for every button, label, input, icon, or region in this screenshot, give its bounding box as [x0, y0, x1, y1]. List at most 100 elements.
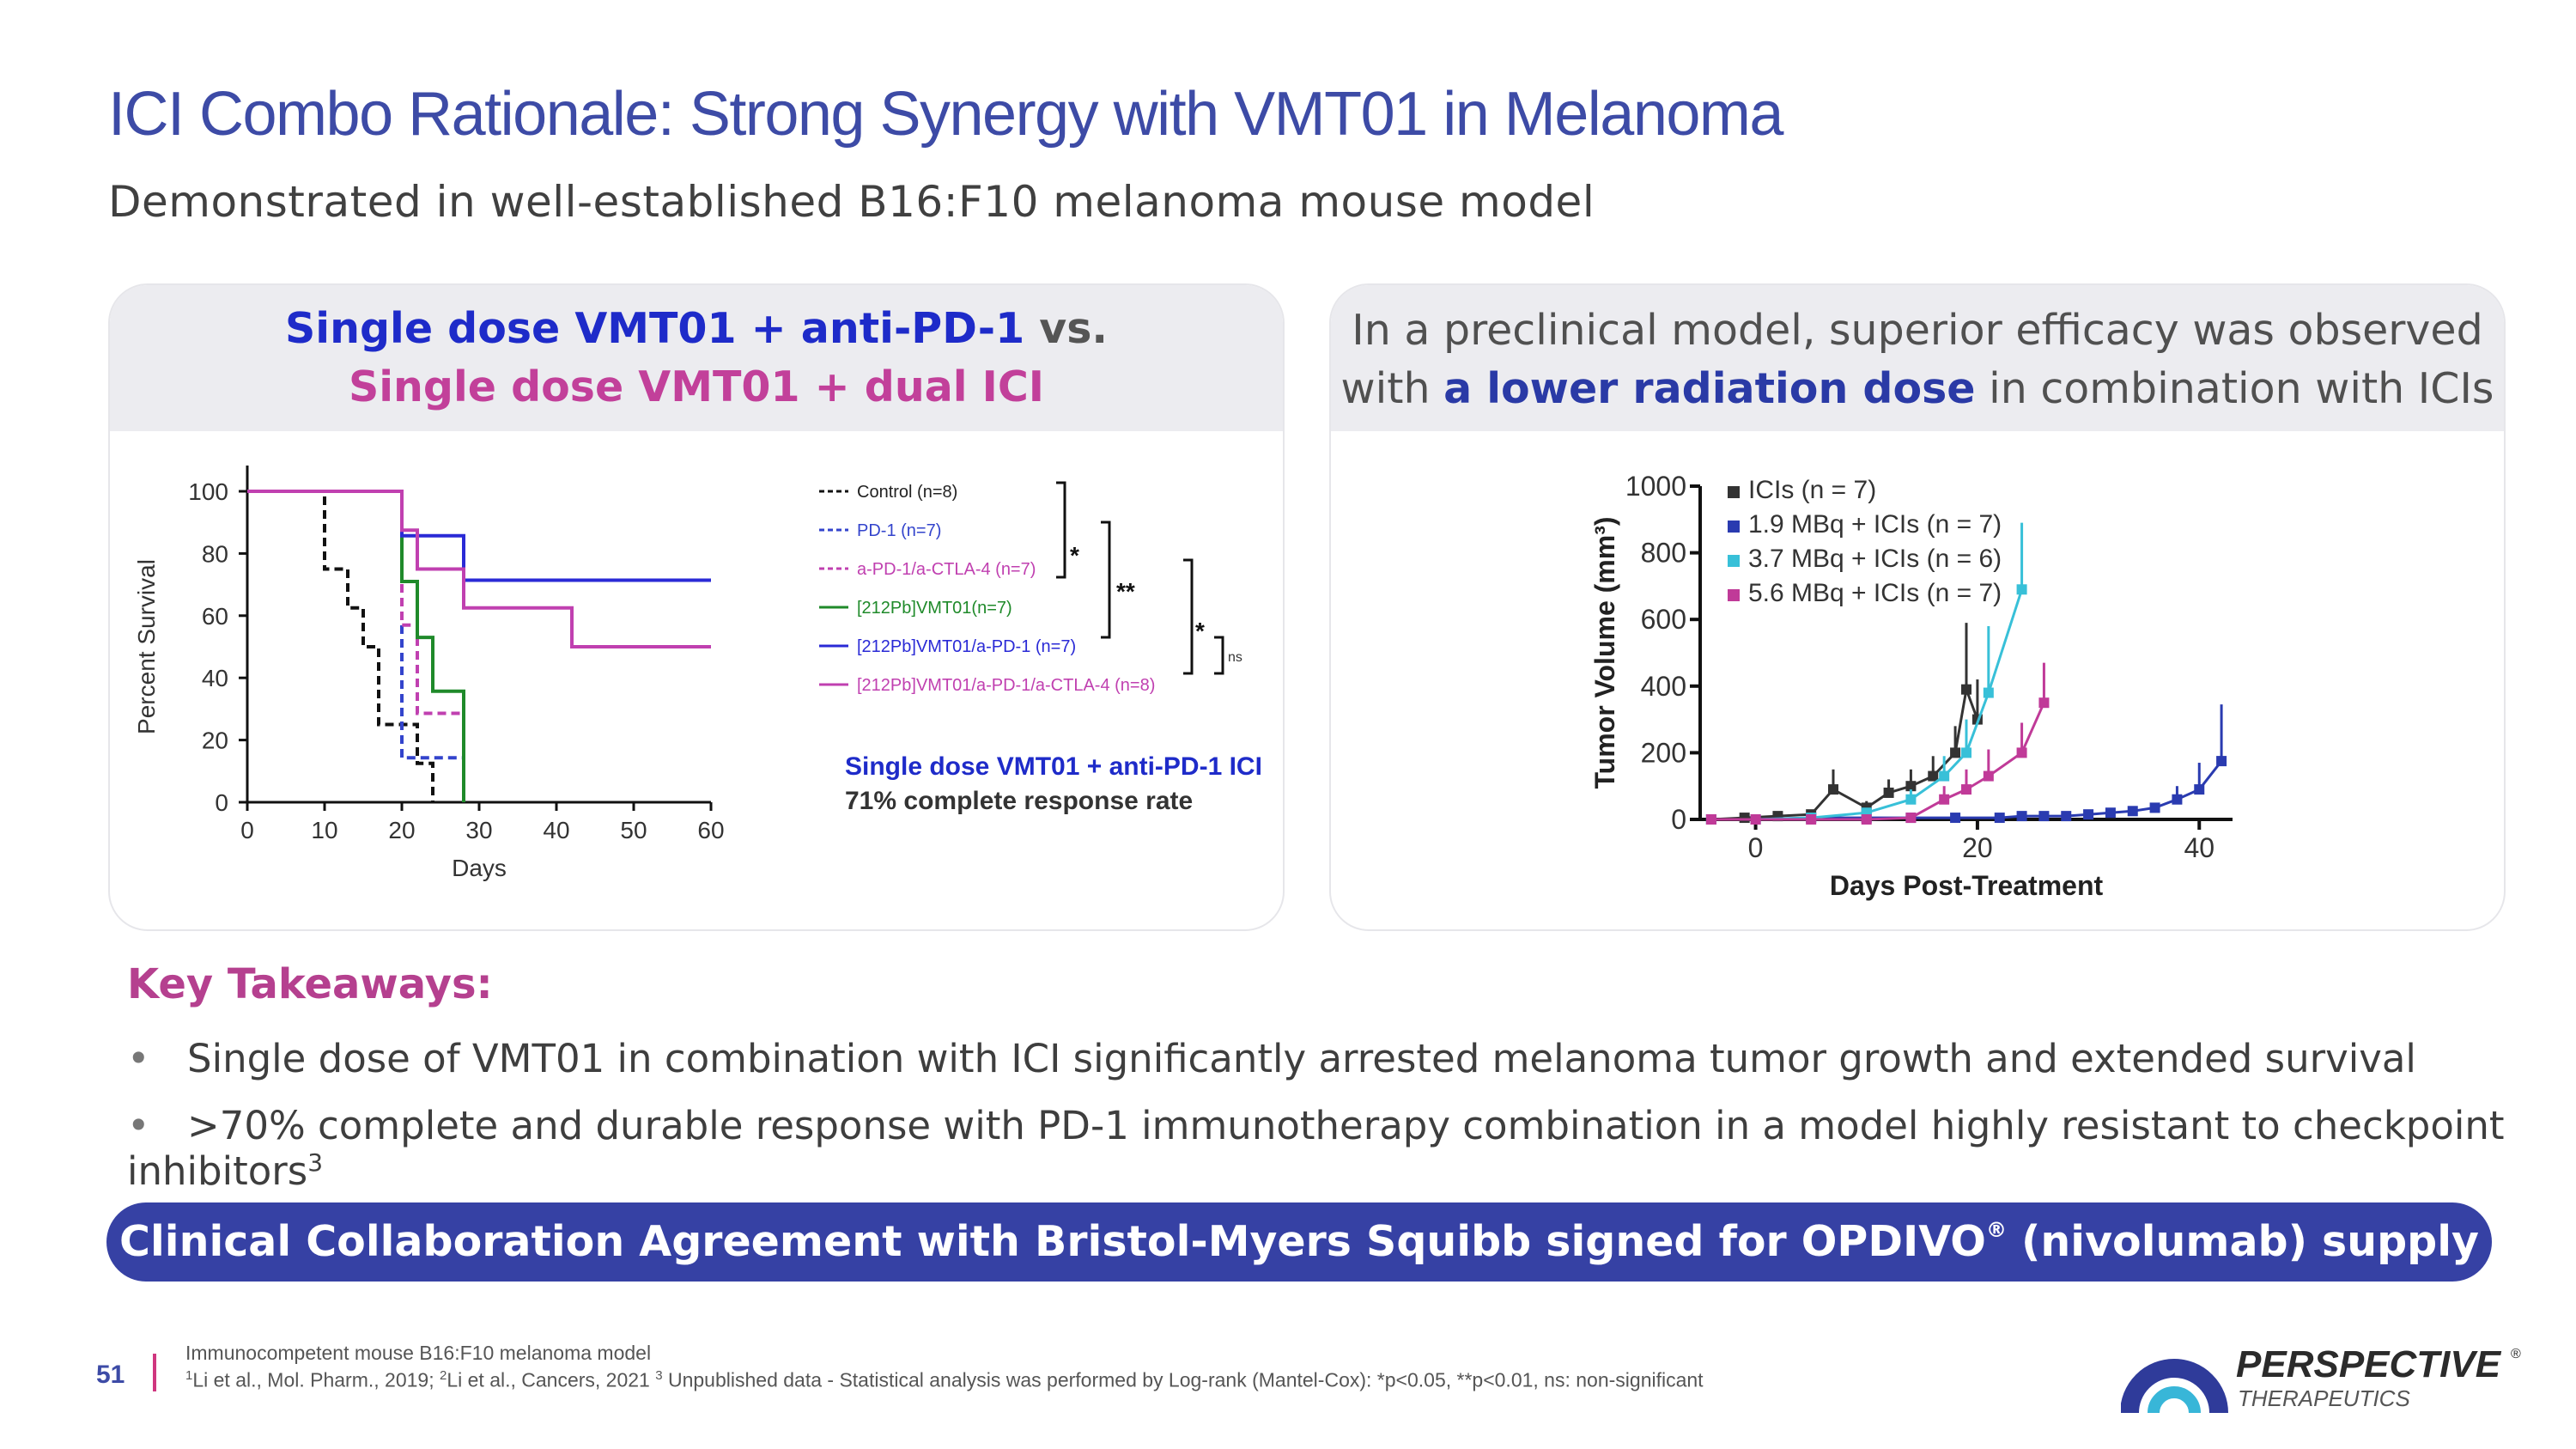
sig-star-2: **	[1116, 578, 1135, 605]
x-tick-label: 20	[1962, 832, 1993, 863]
data-point	[1928, 770, 1939, 782]
data-point	[1939, 794, 1950, 805]
legend-entry: [212Pb]VMT01/a-PD-1/a-CTLA-4 (n=8)	[857, 676, 1155, 695]
data-point	[1828, 784, 1838, 795]
data-point	[1806, 814, 1817, 825]
data-point	[1994, 813, 2005, 824]
sig-bracket-1	[1056, 481, 1066, 579]
legend-entry: [212Pb]VMT01(n=7)	[857, 599, 1012, 618]
header-with: with	[1340, 364, 1431, 413]
data-point	[2216, 756, 2227, 767]
takeaway-text-1: Single dose of VMT01 in combination with…	[187, 1036, 2416, 1081]
x-tick-label: 40	[543, 817, 569, 843]
data-point	[2127, 806, 2138, 817]
series-line	[1710, 684, 1979, 821]
data-point	[2083, 809, 2094, 820]
takeaway-item-2: • >70% complete and durable response with…	[127, 1103, 2576, 1194]
data-point	[1739, 813, 1750, 824]
y-tick-label: 20	[202, 728, 228, 754]
data-point	[1905, 794, 1917, 805]
data-point	[1950, 747, 1961, 758]
series-line	[1710, 702, 2045, 821]
banner-reg: ®	[1985, 1218, 2007, 1242]
legend-entry: ICIs (n = 7)	[1748, 476, 1876, 504]
data-point	[1939, 770, 1950, 782]
legend-entry: PD-1 (n=7)	[857, 521, 941, 540]
sig-bracket-3	[1183, 558, 1194, 675]
data-point	[1705, 814, 1716, 825]
tumor-panel-header: In a preclinical model, superior efficac…	[1331, 285, 2504, 431]
legend-entry: 5.6 MBq + ICIs (n = 7)	[1748, 579, 2002, 607]
sig-star-3: *	[1195, 618, 1205, 644]
data-point	[2038, 697, 2050, 709]
fn-sup-1: 1	[185, 1368, 193, 1383]
data-point	[2016, 811, 2027, 822]
x-tick-label: 60	[697, 817, 724, 843]
sig-ns: ns	[1228, 650, 1242, 665]
data-point	[1983, 687, 1994, 698]
page-subtitle: Demonstrated in well-established B16:F10…	[108, 177, 1595, 227]
data-point	[2016, 584, 2027, 595]
tumor-panel: In a preclinical model, superior efficac…	[1329, 283, 2506, 931]
y-tick-label: 1000	[1625, 471, 1686, 502]
x-tick-label: 20	[388, 817, 415, 843]
legend-swatch	[1728, 589, 1740, 601]
x-tick-label: 0	[1748, 832, 1764, 863]
y-tick-label: 40	[202, 665, 228, 691]
legend-entry: [212Pb]VMT01/a-PD-1 (n=7)	[857, 637, 1076, 656]
survival-chart: 0 10 20 30 40 50 60 0 20 40 60 80 100 Days Percent Sur…	[133, 466, 1262, 881]
banner-text-a: Clinical Collaboration Agreement with Br…	[119, 1217, 1986, 1266]
header-line2: Single dose VMT01 + dual ICI	[348, 362, 1045, 411]
footnote-1: Immunocompetent mouse B16:F10 melanoma m…	[185, 1342, 652, 1364]
banner-text-b: (nivolumab) supply	[2006, 1217, 2479, 1266]
sig-star-1: *	[1070, 542, 1079, 569]
footer-divider	[153, 1354, 156, 1391]
data-point	[1961, 684, 1971, 695]
data-point	[1950, 813, 1961, 824]
legend-swatch	[1728, 555, 1740, 567]
fn-ref-2: Li et al., Cancers, 2021	[447, 1368, 656, 1391]
y-tick-label: 0	[215, 789, 228, 816]
data-point	[2016, 747, 2027, 758]
y-tick-label: 600	[1641, 604, 1686, 635]
sig-bracket-4	[1214, 636, 1224, 675]
takeaway-item-1: • Single dose of VMT01 in combination wit…	[127, 1036, 2416, 1081]
header-line1: In a preclinical model, superior efficac…	[1352, 306, 2483, 355]
legend-entry: a-PD-1/a-CTLA-4 (n=7)	[857, 560, 1036, 579]
fn-sup-3: 3	[655, 1368, 663, 1383]
logo-mark-icon	[2121, 1359, 2228, 1414]
survival-line	[247, 490, 434, 802]
legend-swatch	[1728, 486, 1740, 498]
data-point	[1961, 784, 1971, 795]
survival-line	[247, 490, 465, 802]
takeaway-text-2: >70% complete and durable response with …	[127, 1103, 2505, 1194]
header-line1: Single dose VMT01 + anti-PD-1	[284, 304, 1025, 353]
data-point	[1961, 747, 1971, 758]
data-point	[2172, 794, 2183, 805]
header-vs: vs.	[1039, 304, 1109, 353]
fn-sup-2: 2	[439, 1368, 447, 1383]
legend-swatch	[1728, 521, 1740, 533]
logo-reg: ®	[2511, 1347, 2521, 1361]
data-point	[1750, 814, 1761, 825]
legend-entry: 1.9 MBq + ICIs (n = 7)	[1748, 510, 2002, 539]
y-tick-label: 400	[1641, 671, 1686, 702]
survival-panel-header: Single dose VMT01 + anti-PD-1 vs. Single…	[110, 285, 1283, 431]
data-point	[2194, 784, 2205, 795]
data-point	[1861, 814, 1872, 825]
takeaway-footnote-ref: 3	[307, 1148, 324, 1177]
data-point	[2105, 807, 2116, 819]
y-tick-label: 100	[188, 478, 228, 505]
page-number: 51	[96, 1361, 125, 1389]
takeaways-heading: Key Takeaways:	[127, 960, 493, 1008]
survival-line	[247, 490, 711, 648]
data-point	[1883, 787, 1894, 798]
survival-line	[247, 490, 711, 582]
logo-sub: THERAPEUTICS	[2238, 1385, 2410, 1411]
bullet-dot: •	[127, 1103, 150, 1148]
y-tick-label: 0	[1671, 804, 1686, 835]
legend-entry: Control (n=8)	[857, 483, 957, 502]
company-logo: PERSPECTIVE ® THERAPEUTICS	[2121, 1343, 2521, 1414]
fn-ref-1: Li et al., Mol. Pharm., 2019;	[192, 1368, 440, 1391]
